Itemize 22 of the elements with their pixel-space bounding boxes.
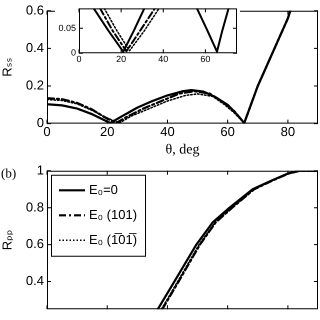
x-tick-label: 80	[280, 124, 296, 139]
legend-label: E₀ (1̅01̅)	[89, 232, 138, 247]
x-tick-label: 40	[160, 124, 175, 139]
y-tick-label: 0.6	[26, 236, 44, 252]
y-tick-label: 0.4	[26, 40, 44, 55]
y-tick-label: 0.05	[58, 22, 76, 33]
x-tick-label: 20	[116, 54, 126, 64]
y-tick-label: 0.8	[26, 199, 44, 214]
legend-label: E₀ (101)	[89, 206, 138, 222]
x-axis-title: θ, deg	[166, 142, 200, 158]
legend-label: E₀=0	[89, 182, 118, 197]
y-axis-title: Rₚₚ	[0, 230, 14, 250]
y-tick-label: 1	[36, 162, 44, 178]
x-tick-label: 20	[100, 124, 114, 139]
x-tick-label: 40	[158, 54, 168, 64]
text: (b)	[1, 166, 16, 181]
y-tick-label: 0.6	[26, 2, 44, 18]
x-tick-label: 60	[200, 54, 210, 64]
y-tick-label: 0.2	[26, 78, 44, 93]
x-tick-label: 60	[220, 124, 235, 139]
y-axis-title: Rₛₛ	[0, 58, 14, 77]
y-tick-label: 0.4	[26, 273, 44, 288]
